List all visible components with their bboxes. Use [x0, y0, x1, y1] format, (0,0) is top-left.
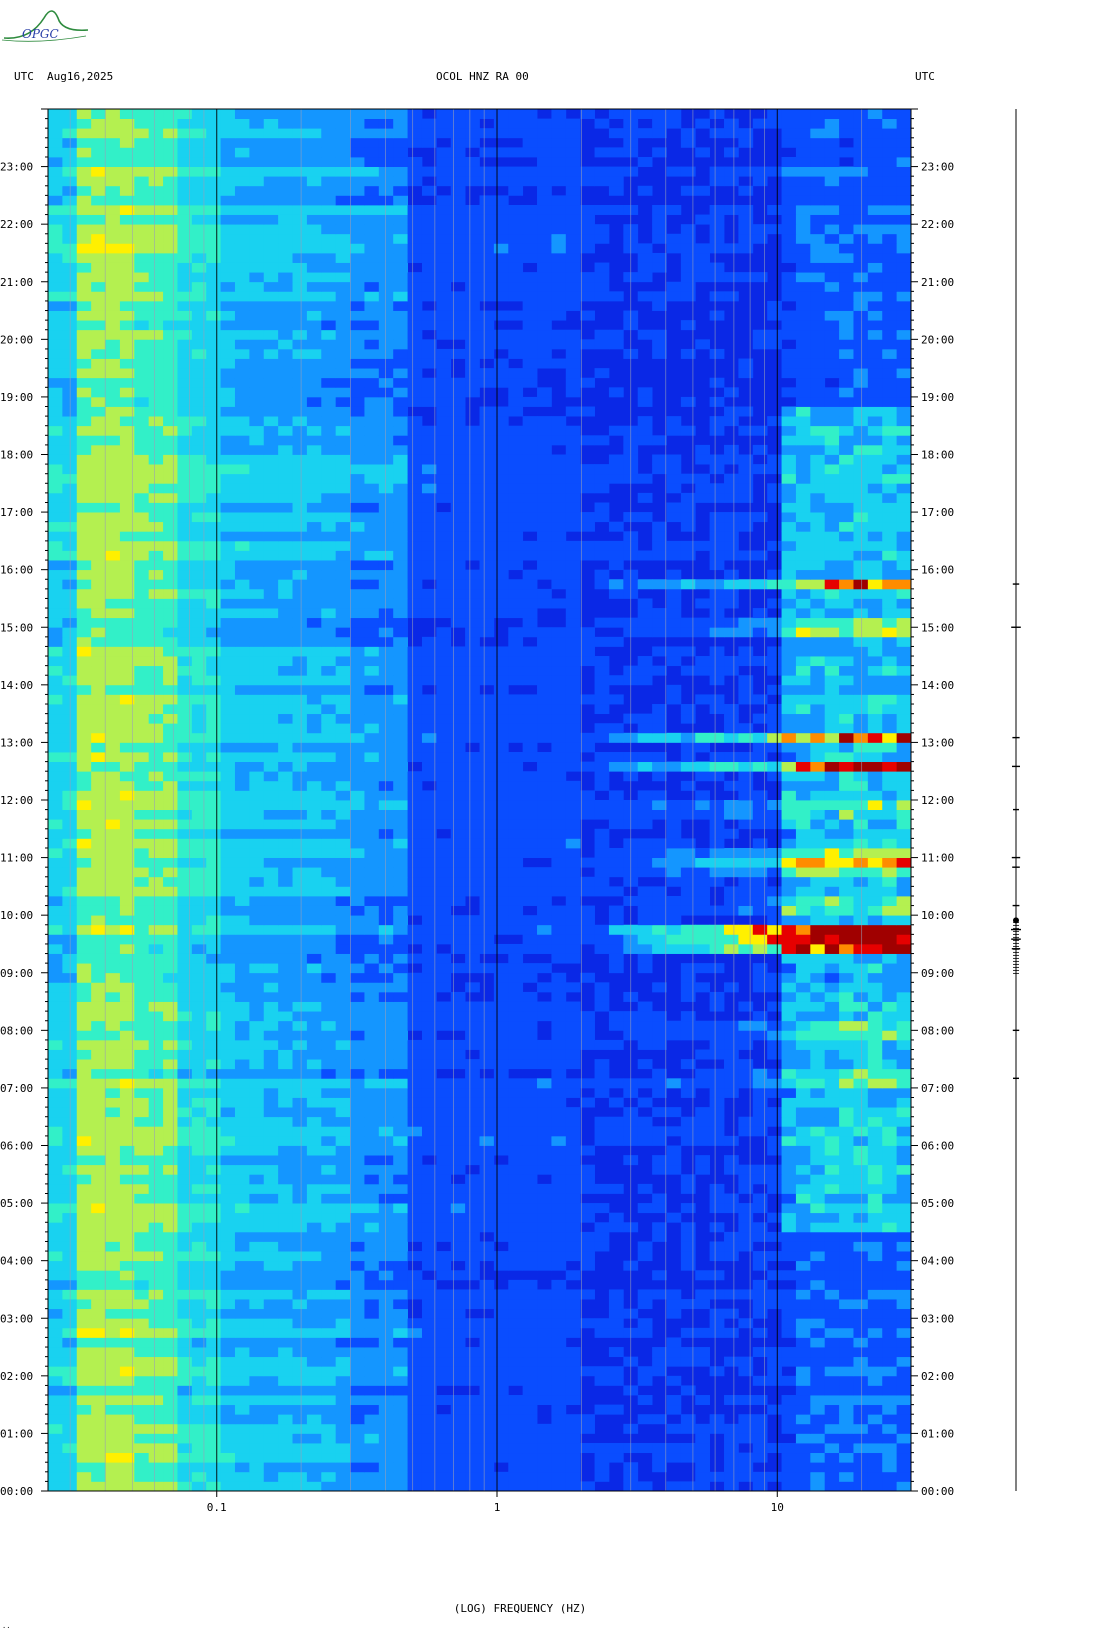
- y-tick-label-right: 12:00: [921, 794, 954, 807]
- y-axis-ticks: 00:00 00:00 01:00 01:00 02:00 02:00 03:00 03:00…: [0, 108, 954, 1498]
- y-tick-label-left: 09:00: [0, 967, 33, 980]
- y-tick-label-right: 19:00: [921, 391, 954, 404]
- y-tick-label-left: 00:00: [0, 1485, 33, 1498]
- y-tick-label-left: 16:00: [0, 564, 33, 577]
- y-tick-label-left: 04:00: [0, 1255, 33, 1268]
- y-tick-label-left: 21:00: [0, 276, 33, 289]
- y-tick-label-right: 13:00: [921, 736, 954, 749]
- utc-right-label: UTC: [915, 70, 935, 83]
- y-tick-label-left: 22:00: [0, 218, 33, 231]
- svg-text:OPGC: OPGC: [22, 27, 59, 41]
- y-tick-label-right: 02:00: [921, 1370, 954, 1383]
- y-tick-label-right: 06:00: [921, 1140, 954, 1153]
- x-tick-label: 0.1: [207, 1501, 227, 1514]
- footer-mark: ..: [2, 1622, 11, 1630]
- y-tick-label-right: 03:00: [921, 1312, 954, 1325]
- frequency-gridlines: [69, 109, 912, 1491]
- y-tick-label-left: 06:00: [0, 1140, 33, 1153]
- y-tick-label-left: 15:00: [0, 621, 33, 634]
- y-tick-label-right: 11:00: [921, 852, 954, 865]
- x-tick-label: 1: [494, 1501, 501, 1514]
- utc-left-label: UTC: [14, 70, 34, 83]
- y-tick-label-left: 02:00: [0, 1370, 33, 1383]
- y-tick-label-right: 09:00: [921, 967, 954, 980]
- y-tick-label-left: 01:00: [0, 1427, 33, 1440]
- y-tick-label-left: 03:00: [0, 1312, 33, 1325]
- date-label: Aug16,2025: [47, 70, 114, 83]
- y-tick-label-right: 04:00: [921, 1255, 954, 1268]
- x-tick-label: 10: [771, 1501, 784, 1514]
- y-tick-label-right: 23:00: [921, 161, 954, 174]
- y-tick-label-left: 05:00: [0, 1197, 33, 1210]
- y-tick-label-left: 18:00: [0, 449, 33, 462]
- y-tick-label-right: 14:00: [921, 679, 954, 692]
- x-axis-label: (LOG) FREQUENCY (HZ): [453, 1602, 587, 1615]
- y-tick-label-right: 07:00: [921, 1082, 954, 1095]
- spectrogram-heatmap: [48, 109, 912, 1492]
- y-tick-label-left: 12:00: [0, 794, 33, 807]
- y-tick-label-right: 22:00: [921, 218, 954, 231]
- y-tick-label-left: 08:00: [0, 1024, 33, 1037]
- y-tick-label-left: 23:00: [0, 161, 33, 174]
- y-tick-label-left: 17:00: [0, 506, 33, 519]
- y-tick-label-right: 16:00: [921, 564, 954, 577]
- y-tick-label-right: 15:00: [921, 621, 954, 634]
- station-label: OCOL HNZ RA 00: [436, 70, 529, 83]
- opgc-logo: OPGC: [1, 10, 89, 42]
- y-tick-label-left: 10:00: [0, 909, 33, 922]
- y-tick-label-left: 07:00: [0, 1082, 33, 1095]
- y-tick-label-left: 11:00: [0, 852, 33, 865]
- y-tick-label-right: 10:00: [921, 909, 954, 922]
- y-tick-label-right: 20:00: [921, 333, 954, 346]
- y-tick-label-right: 21:00: [921, 276, 954, 289]
- y-tick-label-right: 00:00: [921, 1485, 954, 1498]
- x-axis-ticks: 0.1 1 10: [207, 1491, 784, 1514]
- y-tick-label-right: 01:00: [921, 1427, 954, 1440]
- y-tick-label-left: 19:00: [0, 391, 33, 404]
- y-tick-label-left: 13:00: [0, 736, 33, 749]
- y-tick-label-right: 18:00: [921, 449, 954, 462]
- y-tick-label-right: 08:00: [921, 1024, 954, 1037]
- y-tick-label-right: 17:00: [921, 506, 954, 519]
- y-tick-label-left: 20:00: [0, 333, 33, 346]
- seismic-trace: [1011, 109, 1021, 1491]
- y-tick-label-left: 14:00: [0, 679, 33, 692]
- y-tick-label-right: 05:00: [921, 1197, 954, 1210]
